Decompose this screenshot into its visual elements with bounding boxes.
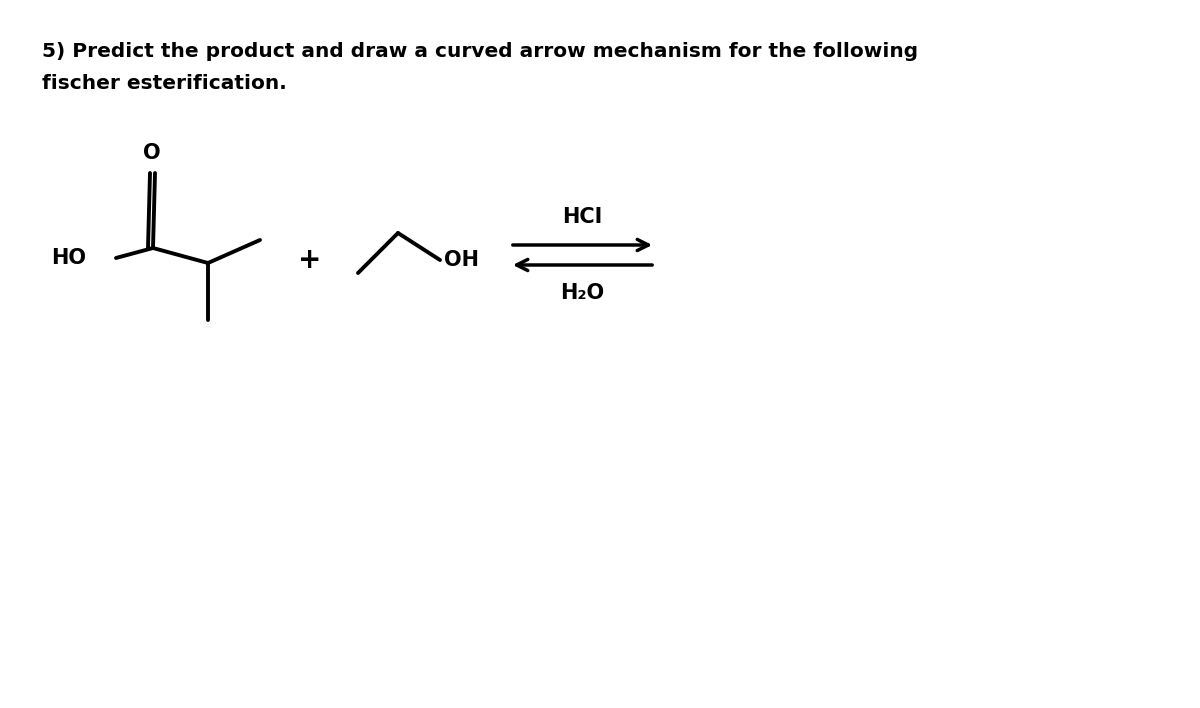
Text: HCI: HCI [563, 207, 602, 227]
Text: HO: HO [50, 248, 86, 268]
Text: H₂O: H₂O [560, 283, 605, 303]
Text: +: + [299, 246, 322, 274]
Text: 5) Predict the product and draw a curved arrow mechanism for the following: 5) Predict the product and draw a curved… [42, 42, 918, 61]
Text: O: O [143, 143, 161, 163]
Text: fischer esterification.: fischer esterification. [42, 74, 287, 93]
Text: OH: OH [444, 250, 479, 270]
